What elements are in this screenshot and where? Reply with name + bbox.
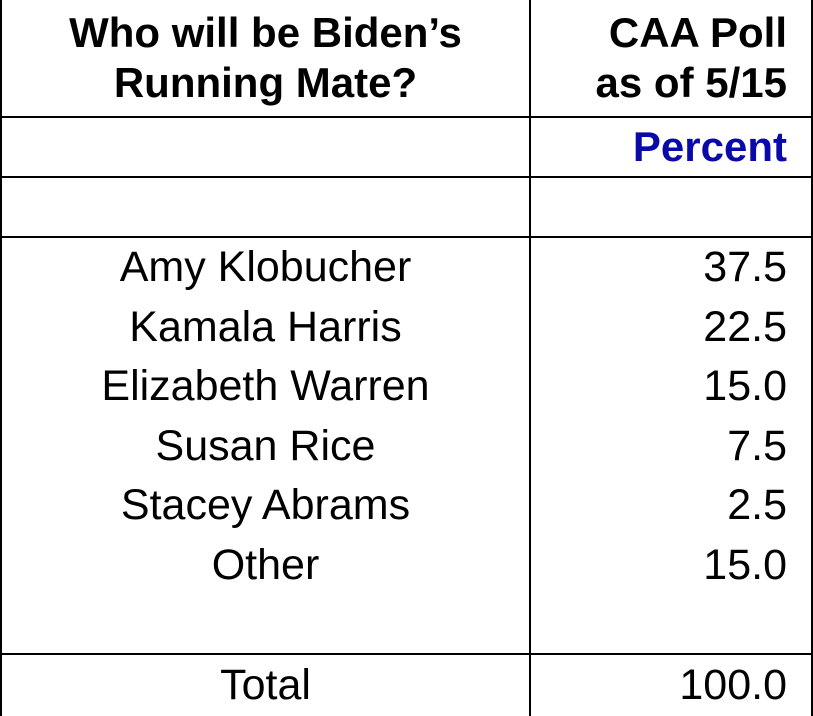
poll-cell: CAA Poll as of 5/15 — [531, 0, 811, 116]
candidate-percent: 2.5 — [727, 481, 787, 530]
data-row: Amy Klobucher 37.5 — [2, 238, 811, 298]
candidate-name: Amy Klobucher — [2, 238, 531, 298]
empty-cell — [531, 595, 811, 653]
data-row: Other 15.0 — [2, 535, 811, 595]
candidate-percent: 15.0 — [703, 540, 787, 589]
empty-cell — [531, 178, 811, 236]
question-line: Running Mate? — [113, 59, 418, 106]
spacer-row — [2, 178, 811, 238]
header-row: Who will be Biden’s Running Mate? CAA Po… — [2, 0, 811, 118]
candidate-percent: 7.5 — [727, 421, 787, 470]
data-row: Stacey Abrams 2.5 — [2, 476, 811, 536]
candidate-name: Other — [2, 535, 531, 595]
data-row: Susan Rice 7.5 — [2, 416, 811, 476]
question-cell: Who will be Biden’s Running Mate? — [2, 0, 531, 116]
empty-cell — [2, 118, 531, 176]
candidate-name: Susan Rice — [2, 416, 531, 476]
unit-row: Percent — [2, 118, 811, 178]
candidate-percent: 37.5 — [703, 243, 787, 292]
body-rows: Amy Klobucher 37.5 Kamala Harris 22.5 Elizab… — [2, 238, 811, 595]
candidate-name: Elizabeth Warren — [2, 357, 531, 417]
question-line: Who will be Biden’s — [69, 9, 462, 56]
total-label: Total — [2, 655, 531, 716]
empty-cell — [2, 178, 531, 236]
poll-line: as of 5/15 — [595, 59, 787, 106]
spacer-row — [2, 595, 811, 655]
candidate-name: Kamala Harris — [2, 297, 531, 357]
candidate-name: Stacey Abrams — [2, 476, 531, 536]
candidate-percent: 15.0 — [703, 362, 787, 411]
data-row: Elizabeth Warren 15.0 — [2, 357, 811, 417]
total-value: 100.0 — [679, 661, 787, 709]
total-row: Total 100.0 — [2, 655, 811, 716]
data-row: Kamala Harris 22.5 — [2, 297, 811, 357]
unit-label: Percent — [632, 123, 787, 170]
candidate-percent: 22.5 — [703, 302, 787, 351]
poll-line: CAA Poll — [608, 9, 787, 56]
empty-cell — [2, 595, 531, 653]
